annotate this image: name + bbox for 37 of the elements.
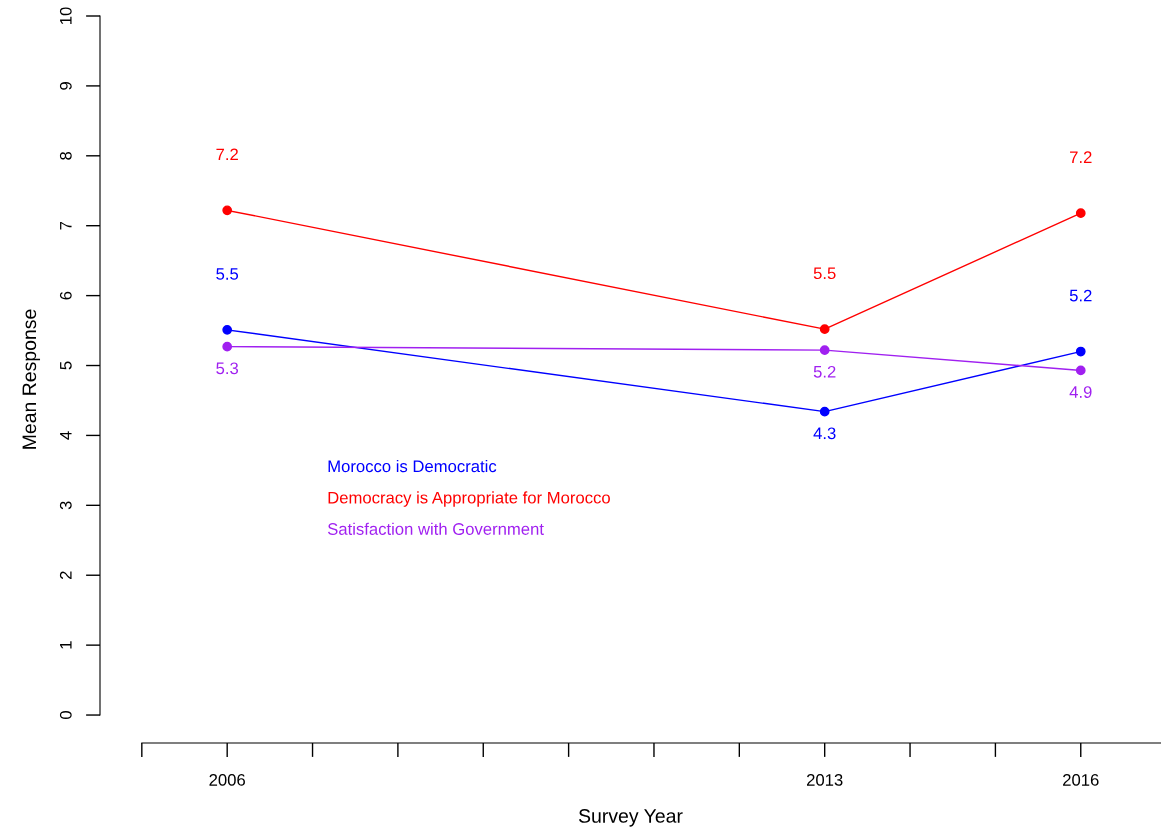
point [1075,208,1086,218]
point [222,341,233,352]
y-tick-label: 1 [60,641,72,649]
point [1075,365,1086,376]
data-label: 5.2 [1069,289,1092,302]
text: Satisfaction with Government [327,522,544,535]
point [222,205,233,216]
text: Democracy is Appropriate for Morocco [328,491,610,507]
y-tick-label: 2 [59,571,72,580]
point [222,325,233,335]
y-tick-label: 4 [60,431,72,440]
data-label: 5.5 [216,268,239,280]
y-tick-label: 10 [59,7,72,24]
data-label: 4.9 [1069,386,1092,398]
x-tick-label: 2016 [1063,774,1099,786]
x-axis-title: Survey Year [578,809,683,827]
x-tick-label: 2013 [806,774,843,786]
y-tick-label: 3 [59,501,72,510]
point [819,324,830,335]
data-label: 4.3 [813,427,836,440]
y-tick-label: 0 [59,711,72,720]
point [819,406,830,417]
data-label: 7.2 [216,148,238,161]
y-tick-label: 7 [60,221,72,230]
y-tick-label: 8 [59,151,72,160]
y-tick-label: 6 [59,291,72,300]
y-tick-label: 9 [59,82,72,90]
data-label: 5.2 [813,365,836,378]
y-axis-title: Mean Response [22,309,41,449]
point [819,345,830,356]
point [1075,346,1086,357]
x-tick-label: 2006 [209,774,245,786]
data-label: 5.3 [216,362,239,375]
y-tick-label: 5 [60,361,72,370]
data-label: 5.5 [813,267,836,280]
text: Morocco is Democratic [328,459,497,473]
data-label: 7.2 [1070,151,1092,163]
